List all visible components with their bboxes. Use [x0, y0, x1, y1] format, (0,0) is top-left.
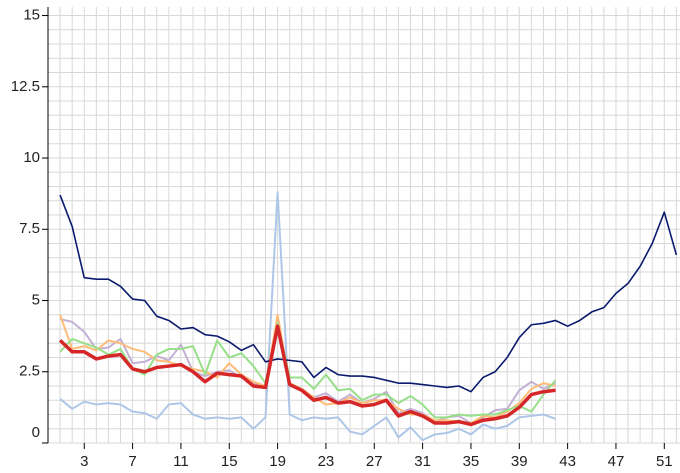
- series-line: [59, 191, 556, 442]
- y-tick-label: 12.5: [11, 78, 40, 95]
- y-tick-label: 5: [32, 291, 40, 308]
- x-tick-label: 27: [366, 453, 383, 470]
- x-tick-label: 7: [128, 453, 136, 470]
- series-line: [59, 322, 557, 419]
- y-tick-label: 2.5: [19, 363, 40, 380]
- y-tick-label: 15: [23, 7, 40, 24]
- series-line: [59, 194, 678, 393]
- x-tick-label: 35: [463, 453, 480, 470]
- y-tick-label: 10: [23, 149, 40, 166]
- series-line: [58, 324, 556, 427]
- x-tick-label: 43: [559, 453, 576, 470]
- x-tick-label: 19: [269, 453, 286, 470]
- x-tick-label: 39: [511, 453, 528, 470]
- y-tick-label: 7.5: [19, 220, 40, 237]
- x-tick-label: 23: [318, 453, 335, 470]
- x-tick-label: 3: [80, 453, 88, 470]
- x-tick-label: 15: [221, 453, 238, 470]
- x-tick-label: 51: [656, 453, 673, 470]
- x-tick-label: 31: [414, 453, 431, 470]
- y-tick-label: 0: [32, 424, 40, 441]
- x-tick-label: 11: [173, 453, 189, 470]
- x-tick-label: 47: [608, 453, 625, 470]
